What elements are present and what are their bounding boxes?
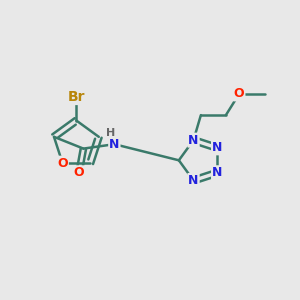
Text: N: N — [188, 134, 199, 147]
Text: H: H — [106, 128, 116, 138]
Text: O: O — [234, 87, 244, 101]
Text: N: N — [109, 138, 119, 151]
Text: O: O — [74, 166, 84, 179]
Text: O: O — [57, 157, 68, 170]
Text: Br: Br — [68, 90, 85, 104]
Text: N: N — [188, 174, 199, 187]
Text: N: N — [212, 166, 222, 179]
Text: N: N — [212, 141, 222, 154]
